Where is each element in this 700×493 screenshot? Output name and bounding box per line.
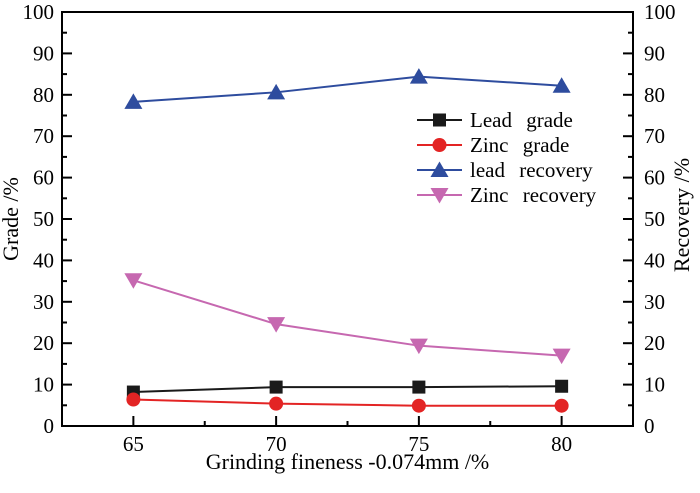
x-axis-tick-label: 70 xyxy=(266,432,287,456)
legend-label-zinc-grade: Zinc grade xyxy=(470,133,569,157)
lead-grade-square-marker xyxy=(412,380,426,394)
series-line-lead-grade xyxy=(133,385,562,394)
zinc-recovery-triangle-down-marker xyxy=(124,273,143,289)
x-axis-title: Grinding fineness -0.074mm /% xyxy=(206,449,490,474)
series-line-zinc-recovery xyxy=(133,279,562,357)
series-zinc-recovery xyxy=(124,273,571,365)
y-axis-right-tick-label: 80 xyxy=(644,83,665,107)
legend-lead-grade-square-marker xyxy=(433,113,446,127)
legend-item-zinc-recovery: Zinc recovery xyxy=(417,183,597,207)
y-axis-left-tick-label: 10 xyxy=(33,373,54,397)
lead-recovery-triangle-up-marker xyxy=(267,83,286,100)
y-axis-right-title: Recovery /% xyxy=(669,158,694,272)
legend-item-lead-recovery: lead recovery xyxy=(417,158,593,182)
y-axis-left-tick-label: 20 xyxy=(33,331,54,355)
y-axis-left-tick-label: 0 xyxy=(44,414,55,438)
y-axis-right-tick-label: 40 xyxy=(644,248,665,272)
axis-ticks: 0 0 10 10 20 20 30 30 40 40 50 50 60 60 70 70 80 80 90 90 10… xyxy=(23,0,676,456)
y-axis-right-tick-label: 30 xyxy=(644,290,665,314)
legend-label-lead-grade: Lead grade xyxy=(470,108,573,132)
zinc-recovery-triangle-down-marker xyxy=(267,317,286,333)
y-axis-left-title: Grade /% xyxy=(0,177,23,261)
lead-recovery-triangle-up-marker xyxy=(552,77,571,93)
series-zinc-grade xyxy=(126,392,569,413)
zinc-grade-circle-marker xyxy=(554,398,569,413)
zinc-grade-circle-marker xyxy=(269,396,284,411)
legend-zinc-recovery-triangle-down-marker xyxy=(430,188,449,204)
zinc-grade-circle-marker xyxy=(411,398,426,413)
y-axis-right-tick-label: 70 xyxy=(644,124,665,148)
zinc-grade-circle-marker xyxy=(126,392,141,407)
series-lead-recovery xyxy=(124,68,571,109)
y-axis-right-tick-label: 0 xyxy=(644,414,655,438)
x-axis-tick-label: 65 xyxy=(123,432,144,456)
lead-grade-square-marker xyxy=(555,379,569,393)
y-axis-right-tick-label: 10 xyxy=(644,373,665,397)
lead-grade-square-marker xyxy=(269,380,283,394)
x-axis-tick-label: 75 xyxy=(408,432,429,456)
legend-label-lead-recovery: lead recovery xyxy=(470,158,593,182)
y-axis-left-tick-label: 40 xyxy=(33,248,54,272)
y-axis-right-tick-label: 90 xyxy=(644,41,665,65)
y-axis-left-tick-label: 60 xyxy=(33,166,54,190)
y-axis-left-tick-label: 100 xyxy=(23,0,55,24)
y-axis-left-tick-label: 70 xyxy=(33,124,54,148)
y-axis-left-tick-label: 90 xyxy=(33,41,54,65)
zinc-recovery-triangle-down-marker xyxy=(552,348,571,365)
y-axis-right-tick-label: 60 xyxy=(644,166,665,190)
series-line-zinc-grade xyxy=(133,398,562,407)
y-axis-left-tick-label: 50 xyxy=(33,207,54,231)
y-axis-right-tick-label: 20 xyxy=(644,331,665,355)
legend-lead-recovery-triangle-up-marker xyxy=(430,161,449,177)
chart-frame xyxy=(61,11,634,427)
legend-item-lead-grade: Lead grade xyxy=(417,108,573,132)
zinc-recovery-triangle-down-marker xyxy=(409,338,428,355)
lead-recovery-triangle-up-marker xyxy=(409,68,428,84)
y-axis-right-tick-label: 50 xyxy=(644,207,665,231)
x-axis-tick-label: 80 xyxy=(551,432,572,456)
legend-label-zinc-recovery: Zinc recovery xyxy=(470,183,597,207)
y-axis-right-tick-label: 100 xyxy=(644,0,676,24)
lead-recovery-triangle-up-marker xyxy=(124,93,143,109)
legend-item-zinc-grade: Zinc grade xyxy=(417,133,569,157)
y-axis-left-tick-label: 80 xyxy=(33,83,54,107)
legend-zinc-grade-circle-marker xyxy=(432,138,447,152)
series-line-lead-recovery xyxy=(133,75,562,103)
y-axis-left-tick-label: 30 xyxy=(33,290,54,314)
